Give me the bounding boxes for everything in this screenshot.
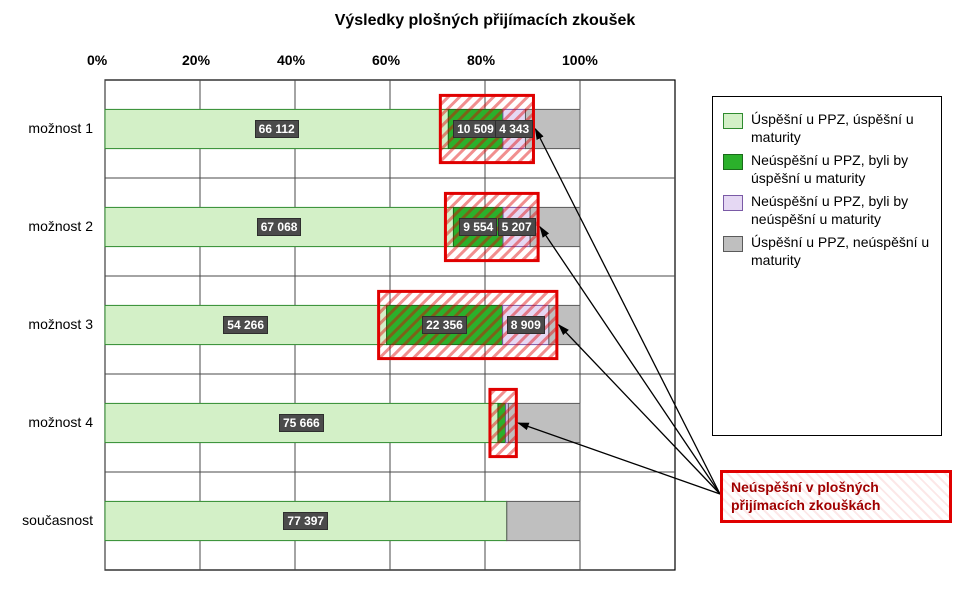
x-tick-label: 80% — [467, 52, 495, 68]
value-label: 54 266 — [223, 316, 268, 334]
category-label: možnost 3 — [0, 316, 93, 332]
legend-label: Neúspěšní u PPZ, byli by neúspěšní u mat… — [751, 193, 931, 228]
x-tick-label: 60% — [372, 52, 400, 68]
x-tick-label: 100% — [562, 52, 598, 68]
category-label: možnost 2 — [0, 218, 93, 234]
legend-swatch — [723, 195, 743, 211]
category-label: současnost — [0, 512, 93, 528]
legend-item: Úspěšní u PPZ, úspěšní u maturity — [723, 111, 931, 146]
legend-swatch — [723, 236, 743, 252]
legend-item: Neúspěšní u PPZ, byli by neúspěšní u mat… — [723, 193, 931, 228]
value-label: 77 397 — [283, 512, 328, 530]
legend-swatch — [723, 113, 743, 129]
value-label: 67 068 — [257, 218, 302, 236]
legend: Úspěšní u PPZ, úspěšní u maturity Neúspěš… — [712, 96, 942, 436]
legend-swatch — [723, 154, 743, 170]
x-tick-label: 20% — [182, 52, 210, 68]
callout-text: Neúspěšní v plošných přijímacích zkoušká… — [731, 479, 941, 514]
value-label: 9 554 — [459, 218, 497, 236]
legend-label: Neúspěšní u PPZ, byli by úspěšní u matur… — [751, 152, 931, 187]
value-label: 4 343 — [495, 120, 533, 138]
callout-box: Neúspěšní v plošných přijímacích zkoušká… — [720, 470, 952, 523]
x-tick-label: 40% — [277, 52, 305, 68]
legend-label: Úspěšní u PPZ, úspěšní u maturity — [751, 111, 931, 146]
legend-item: Úspěšní u PPZ, neúspěšní u maturity — [723, 234, 931, 269]
value-label: 5 207 — [498, 218, 536, 236]
value-label: 75 666 — [279, 414, 324, 432]
legend-item: Neúspěšní u PPZ, byli by úspěšní u matur… — [723, 152, 931, 187]
chart-title: Výsledky plošných přijímacích zkoušek — [0, 12, 970, 30]
category-label: možnost 4 — [0, 414, 93, 430]
legend-label: Úspěšní u PPZ, neúspěšní u maturity — [751, 234, 931, 269]
x-tick-label: 0% — [87, 52, 107, 68]
value-label: 8 909 — [507, 316, 545, 334]
category-label: možnost 1 — [0, 120, 93, 136]
value-label: 10 509 — [453, 120, 498, 138]
value-label: 66 112 — [255, 120, 299, 138]
value-label: 22 356 — [422, 316, 467, 334]
